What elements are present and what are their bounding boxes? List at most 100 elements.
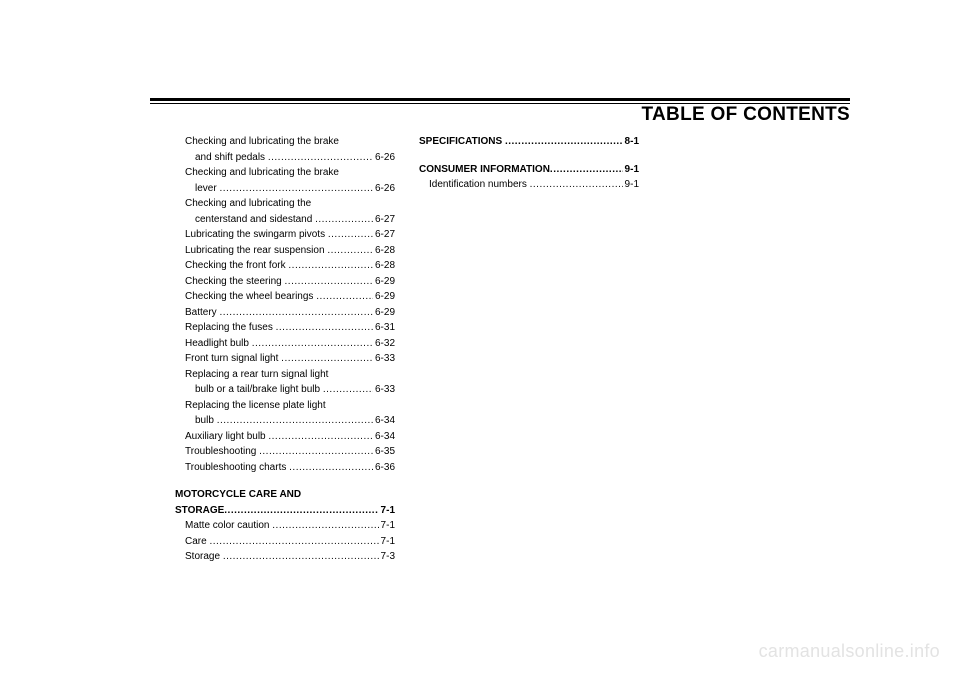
- toc-page: 6-29: [373, 306, 395, 321]
- toc-page: 6-34: [373, 414, 395, 429]
- indent: [175, 213, 195, 228]
- indent: [175, 445, 185, 460]
- indent: [175, 430, 185, 445]
- leader-dots: [288, 259, 373, 274]
- toc-label: CONSUMER INFORMATION: [419, 163, 550, 178]
- leader-dots: [323, 383, 373, 398]
- toc-label: Front turn signal light: [185, 352, 281, 367]
- toc-entry: Lubricating the swingarm pivots 6-27: [175, 228, 395, 243]
- toc-label: Auxiliary light bulb: [185, 430, 268, 445]
- toc-column-1: Checking and lubricating the brakeand sh…: [175, 135, 395, 566]
- toc-entry: Troubleshooting charts 6-36: [175, 461, 395, 476]
- toc-page: 9-1: [623, 178, 639, 193]
- toc-page: 7-1: [379, 535, 395, 550]
- toc-page: 7-3: [379, 550, 395, 565]
- leader-dots: [209, 535, 378, 550]
- leader-dots: [219, 306, 373, 321]
- toc-page: 6-33: [373, 352, 395, 367]
- toc-entry: Care 7-1: [175, 535, 395, 550]
- toc-entry: MOTORCYCLE CARE AND: [175, 488, 395, 503]
- toc-entry: Checking and lubricating the brake: [175, 135, 395, 150]
- page-title: TABLE OF CONTENTS: [642, 104, 850, 126]
- leader-dots: [252, 337, 373, 352]
- indent: [175, 337, 185, 352]
- leader-dots: [268, 430, 373, 445]
- toc-label: Checking the front fork: [185, 259, 288, 274]
- toc-label: lever: [195, 182, 219, 197]
- toc-entry: bulb or a tail/brake light bulb 6-33: [175, 383, 395, 398]
- toc-entry: Front turn signal light 6-33: [175, 352, 395, 367]
- spacer: [175, 476, 395, 488]
- indent: [175, 461, 185, 476]
- toc-page: 7-1: [379, 504, 395, 519]
- toc-label: Troubleshooting charts: [185, 461, 289, 476]
- toc-label: Replacing the license plate light: [185, 399, 326, 414]
- toc-entry: bulb 6-34: [175, 414, 395, 429]
- leader-dots: [285, 275, 373, 290]
- toc-entry: Checking and lubricating the: [175, 197, 395, 212]
- toc-label: bulb: [195, 414, 217, 429]
- indent: [175, 228, 185, 243]
- toc-entry: Battery 6-29: [175, 306, 395, 321]
- leader-dots: [219, 182, 373, 197]
- toc-entry: Lubricating the rear suspension 6-28: [175, 244, 395, 259]
- indent: [175, 368, 185, 383]
- toc-entry: Checking and lubricating the brake: [175, 166, 395, 181]
- toc-label: Replacing a rear turn signal light: [185, 368, 328, 383]
- toc-page: 6-26: [373, 182, 395, 197]
- leader-dots: [289, 461, 373, 476]
- toc-label: Care: [185, 535, 209, 550]
- toc-page: 6-35: [373, 445, 395, 460]
- toc-label: Checking the steering: [185, 275, 285, 290]
- leader-dots: [276, 321, 373, 336]
- toc-entry: Matte color caution 7-1: [175, 519, 395, 534]
- toc-label: centerstand and sidestand: [195, 213, 315, 228]
- indent: [175, 519, 185, 534]
- watermark: carmanualsonline.info: [759, 641, 940, 662]
- indent: [175, 166, 185, 181]
- toc-page: 7-1: [379, 519, 395, 534]
- toc-page: 6-36: [373, 461, 395, 476]
- toc-label: Lubricating the rear suspension: [185, 244, 327, 259]
- toc-entry: Checking the steering 6-29: [175, 275, 395, 290]
- indent: [175, 244, 185, 259]
- toc-label: Replacing the fuses: [185, 321, 276, 336]
- toc-label: bulb or a tail/brake light bulb: [195, 383, 323, 398]
- indent: [175, 352, 185, 367]
- toc-page: 6-31: [373, 321, 395, 336]
- indent: [175, 259, 185, 274]
- toc-label: Identification numbers: [429, 178, 530, 193]
- toc-label: Matte color caution: [185, 519, 272, 534]
- leader-dots: [272, 519, 378, 534]
- toc-page: 6-34: [373, 430, 395, 445]
- leader-dots: [224, 504, 378, 519]
- toc-label: Checking and lubricating the brake: [185, 166, 339, 181]
- toc-entry: Replacing the fuses 6-31: [175, 321, 395, 336]
- toc-page: 6-29: [373, 275, 395, 290]
- indent: [175, 399, 185, 414]
- toc-page: 9-1: [623, 163, 639, 178]
- toc-entry: centerstand and sidestand 6-27: [175, 213, 395, 228]
- indent: [175, 275, 185, 290]
- toc-label: SPECIFICATIONS: [419, 135, 505, 150]
- toc-entry: CONSUMER INFORMATION 9-1: [419, 163, 639, 178]
- toc-entry: Troubleshooting 6-35: [175, 445, 395, 460]
- leader-dots: [530, 178, 623, 193]
- toc-page: 6-27: [373, 213, 395, 228]
- toc-label: Storage: [185, 550, 223, 565]
- leader-dots: [315, 213, 373, 228]
- toc-label: Headlight bulb: [185, 337, 252, 352]
- toc-page: 6-26: [373, 151, 395, 166]
- toc-entry: Checking the wheel bearings 6-29: [175, 290, 395, 305]
- toc-columns: Checking and lubricating the brakeand sh…: [175, 135, 850, 566]
- indent: [175, 135, 185, 150]
- indent: [175, 321, 185, 336]
- toc-page: 6-28: [373, 244, 395, 259]
- toc-entry: Identification numbers 9-1: [419, 178, 639, 193]
- indent: [419, 178, 429, 193]
- leader-dots: [328, 228, 373, 243]
- toc-entry: and shift pedals 6-26: [175, 151, 395, 166]
- toc-entry: Replacing the license plate light: [175, 399, 395, 414]
- page: TABLE OF CONTENTS Checking and lubricati…: [0, 0, 960, 678]
- leader-dots: [550, 163, 623, 178]
